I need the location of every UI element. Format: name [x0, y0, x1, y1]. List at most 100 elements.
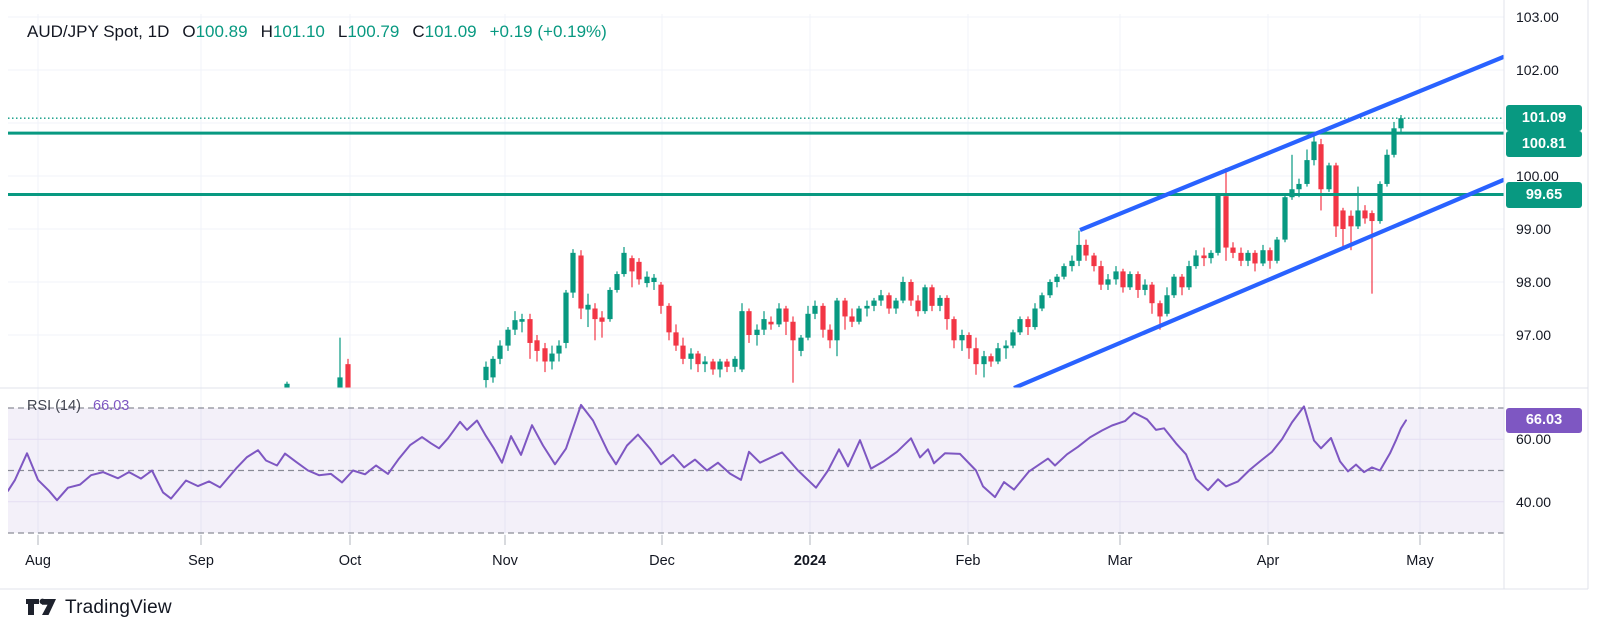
candle [1171, 276, 1177, 296]
candle [505, 329, 511, 346]
candle-wick [690, 348, 692, 370]
candle [680, 345, 686, 359]
candle [578, 255, 584, 309]
candle [871, 300, 877, 306]
candle [856, 308, 862, 322]
candle-wick [704, 356, 706, 373]
candle [995, 348, 1001, 362]
candle [915, 300, 921, 312]
candle [908, 282, 914, 301]
candle [1039, 295, 1045, 309]
candle-wick [1291, 154, 1293, 200]
candle [1304, 160, 1310, 184]
candle [1201, 255, 1207, 259]
candle [534, 340, 540, 351]
candle [827, 329, 833, 341]
candle-wick [792, 316, 794, 383]
candle-wick [961, 329, 963, 351]
candle [754, 329, 760, 335]
change-value: +0.19 (+0.19%) [489, 22, 607, 41]
candle [805, 313, 811, 338]
support-level-badge: 99.65 [1506, 181, 1582, 208]
candle [937, 297, 943, 306]
trend-channel-lower[interactable] [1013, 177, 1504, 388]
candle [651, 277, 657, 282]
symbol-title[interactable]: AUD/JPY Spot, 1D [27, 22, 170, 41]
candle [929, 287, 935, 306]
price-axis-label: 99.00 [1516, 221, 1552, 237]
candle [1105, 279, 1111, 285]
candle [658, 284, 664, 306]
rsi-value: 66.03 [93, 398, 130, 414]
candle [1238, 252, 1244, 261]
candle [1061, 266, 1067, 277]
candle [702, 361, 708, 365]
candle [1260, 250, 1266, 264]
candle [1369, 213, 1375, 222]
candle [542, 348, 548, 362]
symbol-info-bar: AUD/JPY Spot, 1D O100.89 H101.10 L100.79… [27, 22, 607, 42]
rsi-indicator-legend[interactable]: RSI (14) 66.03 [27, 398, 129, 414]
candle [621, 252, 627, 275]
candle [688, 353, 694, 359]
candle [666, 305, 672, 333]
candle [636, 261, 642, 280]
candle [556, 345, 562, 354]
candle [893, 300, 899, 309]
candle [1252, 252, 1258, 264]
time-axis-label: Apr [1256, 553, 1280, 569]
candle-wick [1371, 210, 1373, 294]
price-axis-label: 103.00 [1516, 9, 1559, 25]
candles-layer [284, 115, 1404, 388]
candle [490, 358, 496, 378]
candle [1003, 345, 1009, 349]
candle [1377, 183, 1383, 222]
candle [549, 353, 555, 362]
candle [1054, 276, 1060, 282]
candle [1091, 255, 1097, 267]
candle [1223, 196, 1229, 248]
candle [1355, 210, 1361, 227]
rsi-axis-label: 60.00 [1516, 431, 1552, 448]
time-axis-label: Aug [25, 553, 51, 569]
candle [1098, 266, 1104, 285]
candle [1348, 215, 1354, 227]
candle [1193, 255, 1199, 267]
candle-wick [594, 303, 596, 341]
candle [746, 311, 752, 335]
time-axis-label: Nov [492, 553, 518, 569]
candle [1047, 282, 1053, 296]
candle [614, 274, 620, 290]
time-axis-label: Sep [188, 553, 214, 569]
candle [790, 321, 796, 341]
candle [1362, 210, 1368, 219]
candle [1069, 260, 1075, 267]
candle [1296, 183, 1302, 190]
trend-channel-upper[interactable] [1079, 54, 1504, 233]
candle-wick [339, 337, 341, 388]
candle [1398, 118, 1404, 129]
candle [1025, 319, 1031, 328]
candle [585, 304, 591, 310]
candle [1186, 266, 1192, 288]
rsi-band [8, 408, 1504, 533]
candle [599, 317, 605, 322]
candle [1384, 154, 1390, 184]
current-price-badge: 101.09 [1506, 105, 1582, 132]
rsi-line[interactable] [8, 403, 1407, 502]
candle [563, 292, 569, 343]
candle [1017, 319, 1023, 333]
time-axis-label: 2024 [793, 553, 827, 569]
candle-wick [1350, 210, 1352, 251]
candle [1179, 276, 1185, 288]
candle [900, 282, 906, 301]
candle [1311, 141, 1317, 161]
time-axis-label: Feb [955, 553, 981, 569]
candle [1318, 144, 1324, 190]
candle [1230, 247, 1236, 253]
tradingview-attribution[interactable]: TradingView [26, 594, 172, 621]
candle [1127, 274, 1133, 288]
candle [1135, 274, 1141, 290]
